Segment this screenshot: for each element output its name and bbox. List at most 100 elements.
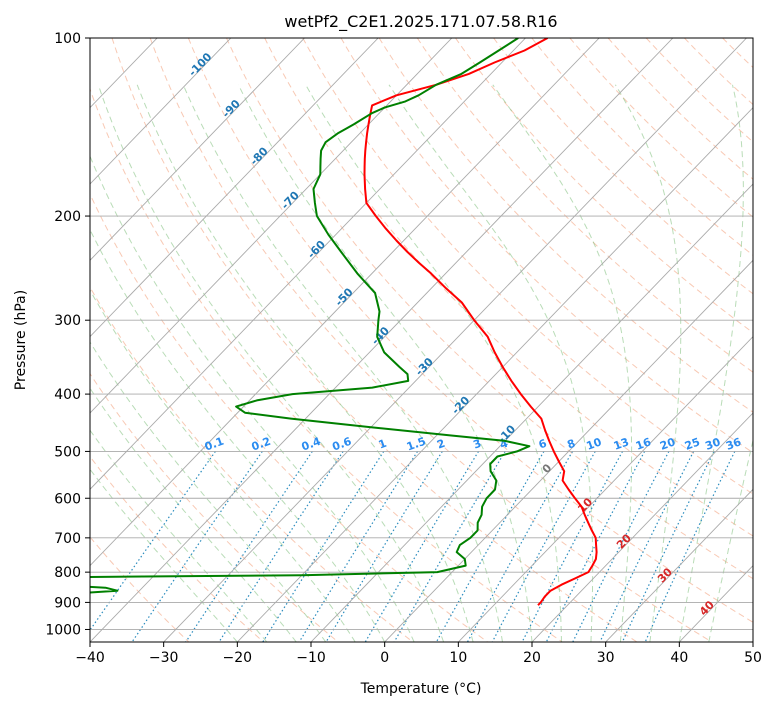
moist-adiabat [90, 429, 268, 642]
moist-adiabat [678, 84, 744, 642]
y-tick-label: 600 [54, 491, 81, 507]
profile-lines [90, 38, 598, 606]
isotherm-line [163, 38, 747, 642]
moist-adiabat [90, 289, 356, 642]
x-axis-label: Temperature (°C) [360, 681, 482, 697]
mixing-ratio-label: 0.4 [300, 435, 323, 454]
mixing-ratio-label: 8 [565, 437, 577, 452]
mixing-ratio-line [90, 451, 216, 632]
isotherm-line [90, 38, 600, 567]
mixing-ratio-label: 1.5 [405, 435, 428, 454]
dry-adiabat [264, 38, 753, 537]
mixing-ratio-line [325, 451, 443, 642]
dry-adiabat [645, 38, 753, 143]
y-tick-label: 900 [54, 595, 81, 611]
y-tick-label: 800 [54, 565, 81, 581]
mixing-ratio-line [298, 451, 419, 642]
chart-title: wetPf2_C2E1.2025.171.07.58.R16 [284, 12, 557, 32]
isotherm-line [90, 38, 526, 490]
isotherm-line [90, 38, 305, 261]
mixing-ratio-label: 25 [683, 435, 702, 452]
moist-adiabat [97, 84, 445, 642]
x-tick-label: 40 [670, 650, 688, 666]
isotherm-line [752, 641, 753, 642]
isotherm-line [605, 488, 753, 642]
dry-adiabat [493, 38, 753, 295]
dry-adiabat [761, 38, 775, 642]
y-tick-label: 200 [54, 209, 81, 225]
y-tick-label: 100 [54, 31, 81, 47]
mixing-ratio-label: 20 [658, 435, 677, 453]
isotherm-line [90, 38, 379, 338]
mixing-ratio-line [364, 451, 480, 642]
x-tick-label: −30 [149, 650, 179, 666]
mixing-ratio-label: 36 [724, 435, 743, 453]
mixing-ratio-label: 10 [585, 435, 604, 453]
mixing-ratio-label: 3 [471, 437, 483, 452]
dry-adiabat [111, 38, 638, 642]
mixing-ratio-label: 0.1 [203, 435, 226, 454]
x-tick-label: −10 [296, 650, 326, 666]
moist-adiabat [90, 387, 297, 642]
mixing-ratio-line [131, 451, 263, 642]
dry-adiabat [531, 38, 753, 256]
dry-adiabat [302, 38, 753, 495]
y-tick-label: 300 [54, 313, 81, 329]
moist-adiabat [182, 84, 503, 642]
y-tick-label: 700 [54, 531, 81, 547]
moist-adiabat [136, 84, 474, 642]
mixing-ratio-label: 16 [634, 435, 653, 453]
y-axis-ticks: 100 200 300 400 500 600 700 800 900 1000 [45, 31, 90, 638]
y-tick-label: 500 [54, 444, 81, 460]
y-axis-label: Pressure (hPa) [13, 290, 29, 390]
isotherm-line [90, 38, 674, 642]
x-axis-ticks: −40 −30 −20 −10 0 10 20 30 40 50 [75, 642, 762, 666]
x-tick-label: 30 [597, 650, 615, 666]
mixing-ratio-label: 2 [435, 437, 447, 452]
dry-adiabat [187, 38, 753, 623]
dry-adiabat [90, 536, 190, 642]
mixing-ratio-label: 0.6 [331, 435, 354, 454]
mixing-ratio-line [435, 451, 545, 642]
mixing-ratio-label: 4 [498, 437, 510, 452]
dry-adiabat [149, 38, 712, 642]
x-tick-label: 20 [523, 650, 541, 666]
isotherm-line [237, 106, 753, 642]
moist-adiabat [237, 84, 533, 642]
dry-adiabat [90, 87, 563, 642]
dry-adiabat [378, 38, 753, 413]
mixing-ratio-line [466, 451, 574, 642]
x-tick-label: −40 [75, 650, 105, 666]
isotherm-line [384, 259, 753, 642]
moist-adiabat [708, 438, 753, 642]
mixing-ratio-line [521, 451, 624, 642]
y-tick-label: 1000 [45, 622, 81, 638]
mixing-ratio-line [491, 451, 596, 642]
dewpoint-profile-line [90, 38, 531, 594]
x-tick-label: 50 [744, 650, 762, 666]
dry-adiabat [90, 286, 414, 642]
mixing-ratio-label: 13 [612, 435, 631, 452]
plot-frame [89, 37, 754, 643]
background-lines [90, 38, 775, 642]
temperature-profile-line [363, 38, 598, 606]
moist-adiabat [492, 84, 633, 642]
x-tick-label: 0 [380, 650, 389, 666]
isotherm-line [310, 183, 753, 642]
mixing-ratio-line [393, 451, 506, 642]
x-tick-label: −20 [223, 650, 253, 666]
moist-adiabat [614, 84, 682, 642]
mixing-ratio-label: 30 [703, 435, 722, 453]
y-tick-label: 400 [54, 387, 81, 403]
moist-adiabat [90, 341, 327, 642]
mixing-ratio-line [599, 451, 695, 642]
isotherm-line [531, 412, 753, 642]
mixing-ratio-line [621, 451, 715, 642]
dry-adiabat [416, 38, 753, 373]
mixing-ratio-line [262, 451, 385, 642]
mixing-ratio-label: 6 [537, 437, 549, 452]
dry-adiabat [607, 38, 753, 180]
isotherm-line [90, 38, 232, 185]
isotherm-line [90, 38, 453, 414]
